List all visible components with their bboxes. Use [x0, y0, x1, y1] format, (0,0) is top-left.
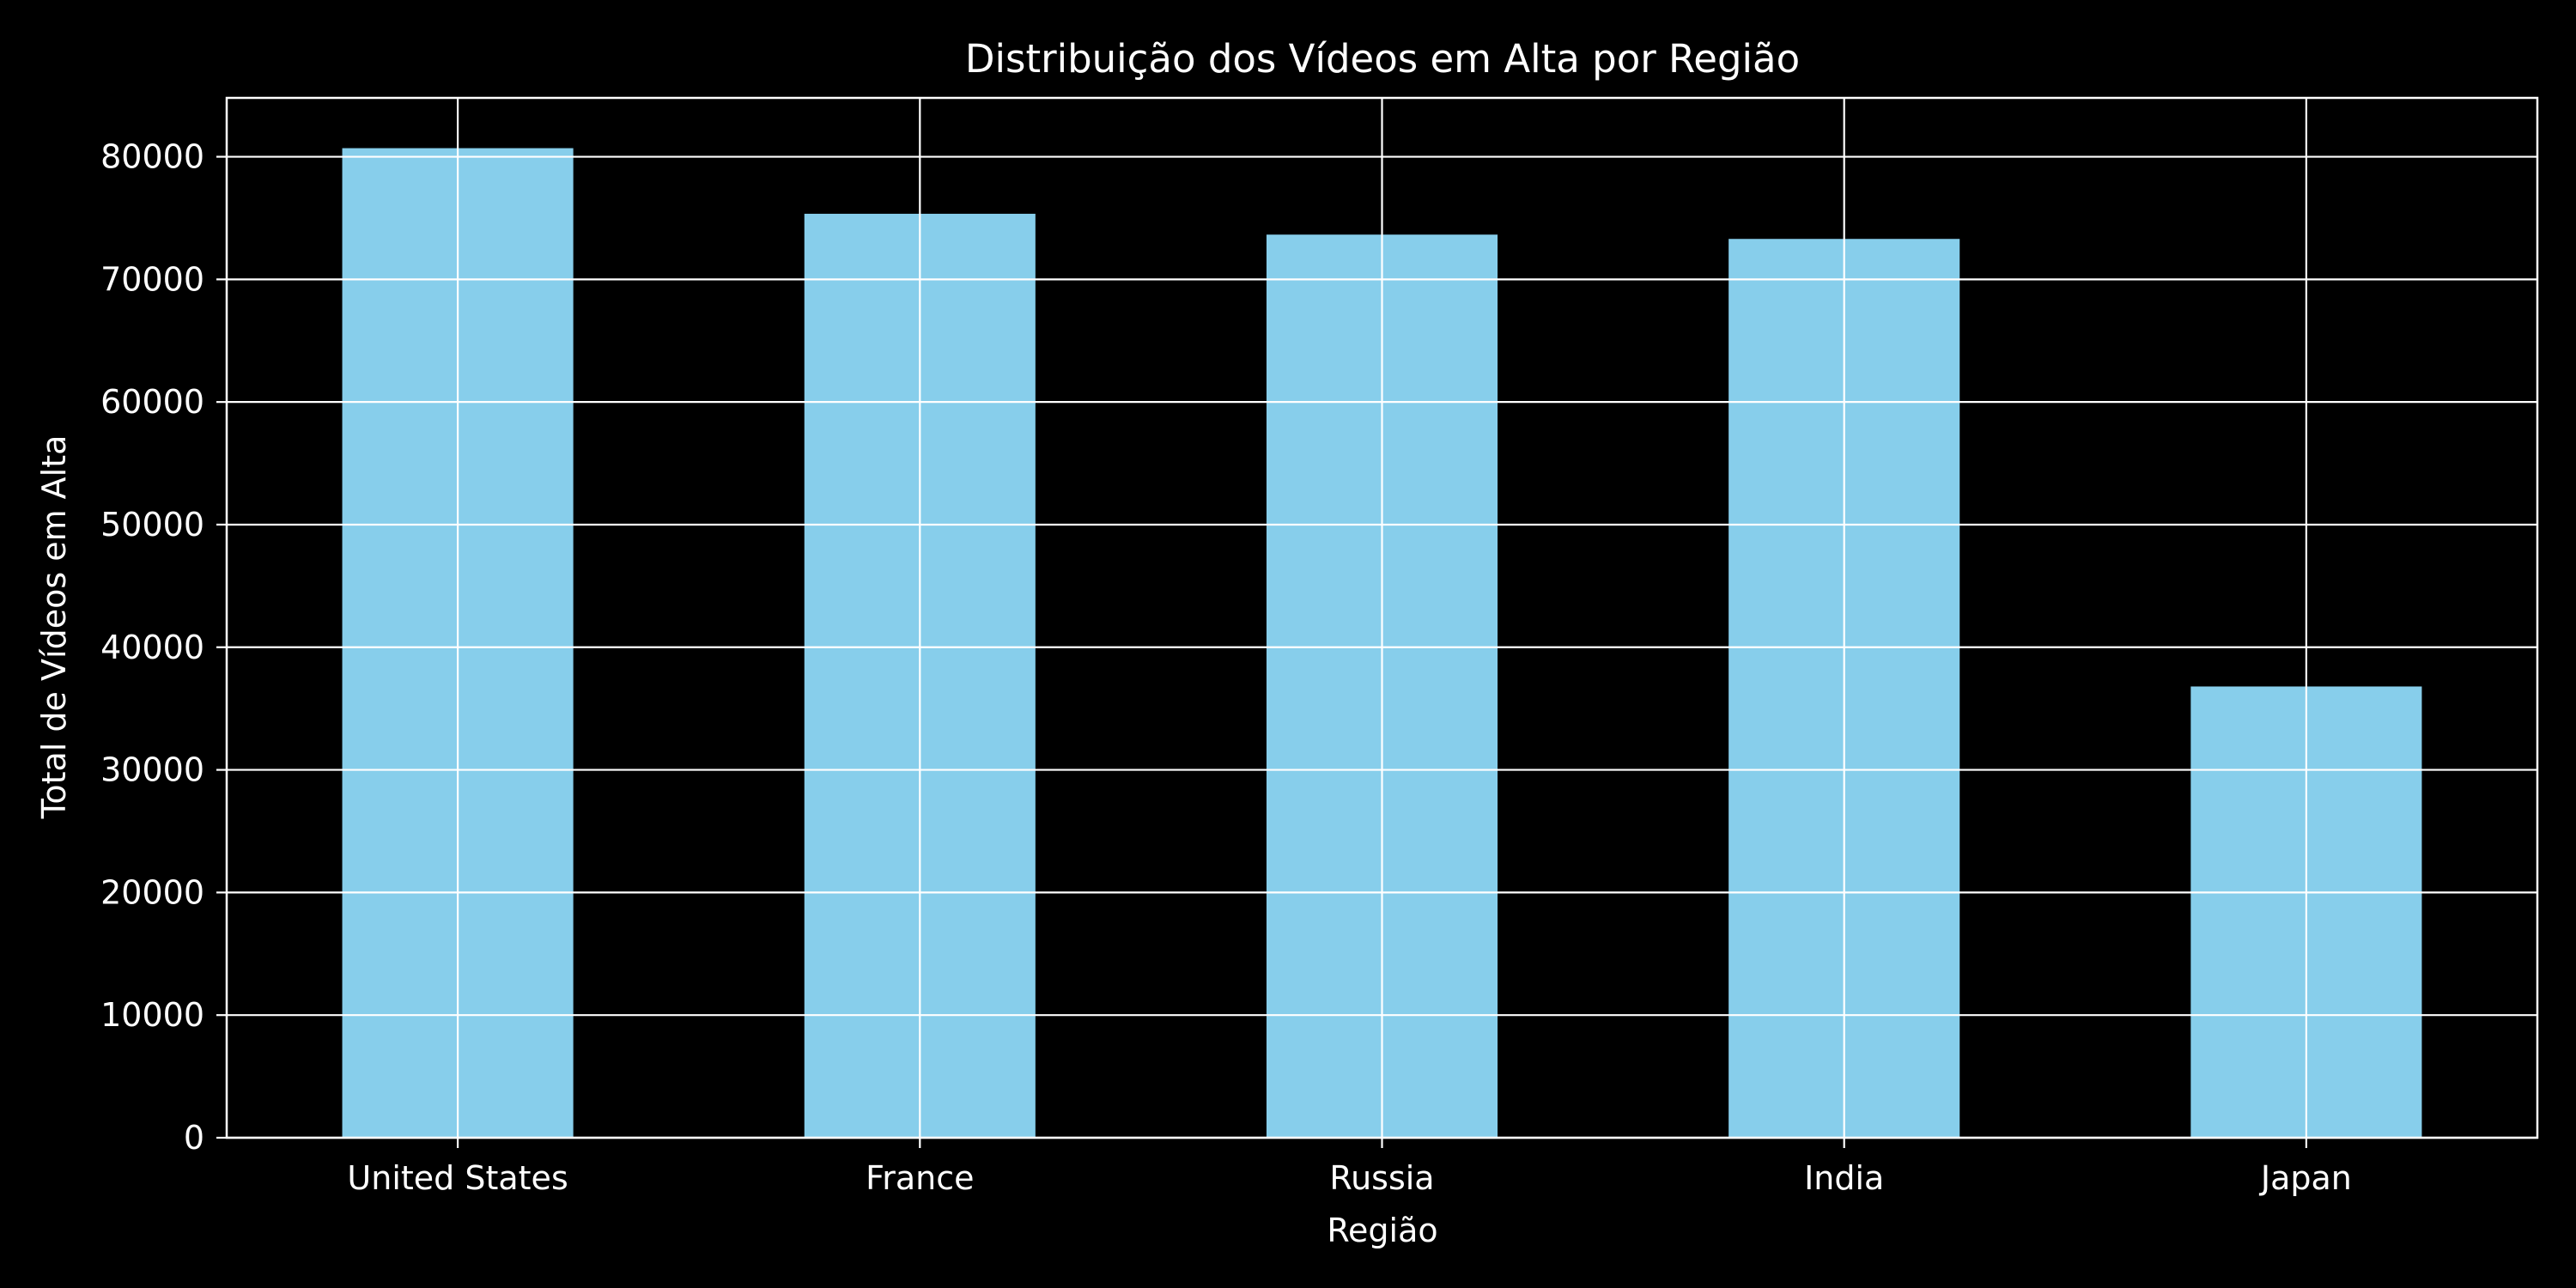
x-axis-label: Região [1327, 1212, 1437, 1249]
y-tick-label: 70000 [100, 260, 204, 298]
x-tick-label: United States [347, 1159, 568, 1197]
y-tick-label: 50000 [100, 506, 204, 544]
y-tick-label: 40000 [100, 629, 204, 666]
x-tick-label: France [866, 1159, 974, 1197]
y-tick-label: 80000 [100, 138, 204, 176]
tick-labels: 0 10000 20000 30000 40000 50000 60000 70000 8000… [100, 138, 2352, 1197]
y-tick-label: 20000 [100, 873, 204, 911]
y-tick-label: 30000 [100, 751, 204, 789]
plot-frame [225, 96, 2539, 1139]
y-tick-label: 10000 [100, 996, 204, 1034]
y-tick-label: 60000 [100, 383, 204, 421]
x-tick-label: Russia [1329, 1159, 1434, 1197]
x-tick-label: Japan [2259, 1159, 2352, 1197]
axes [216, 96, 2539, 1148]
x-tick-label: India [1804, 1159, 1884, 1197]
y-tick-label: 0 [184, 1119, 204, 1157]
y-axis-label: Total de Vídeos em Alta [35, 435, 73, 820]
chart-title: Distribuição dos Vídeos em Alta por Regi… [965, 36, 1800, 82]
